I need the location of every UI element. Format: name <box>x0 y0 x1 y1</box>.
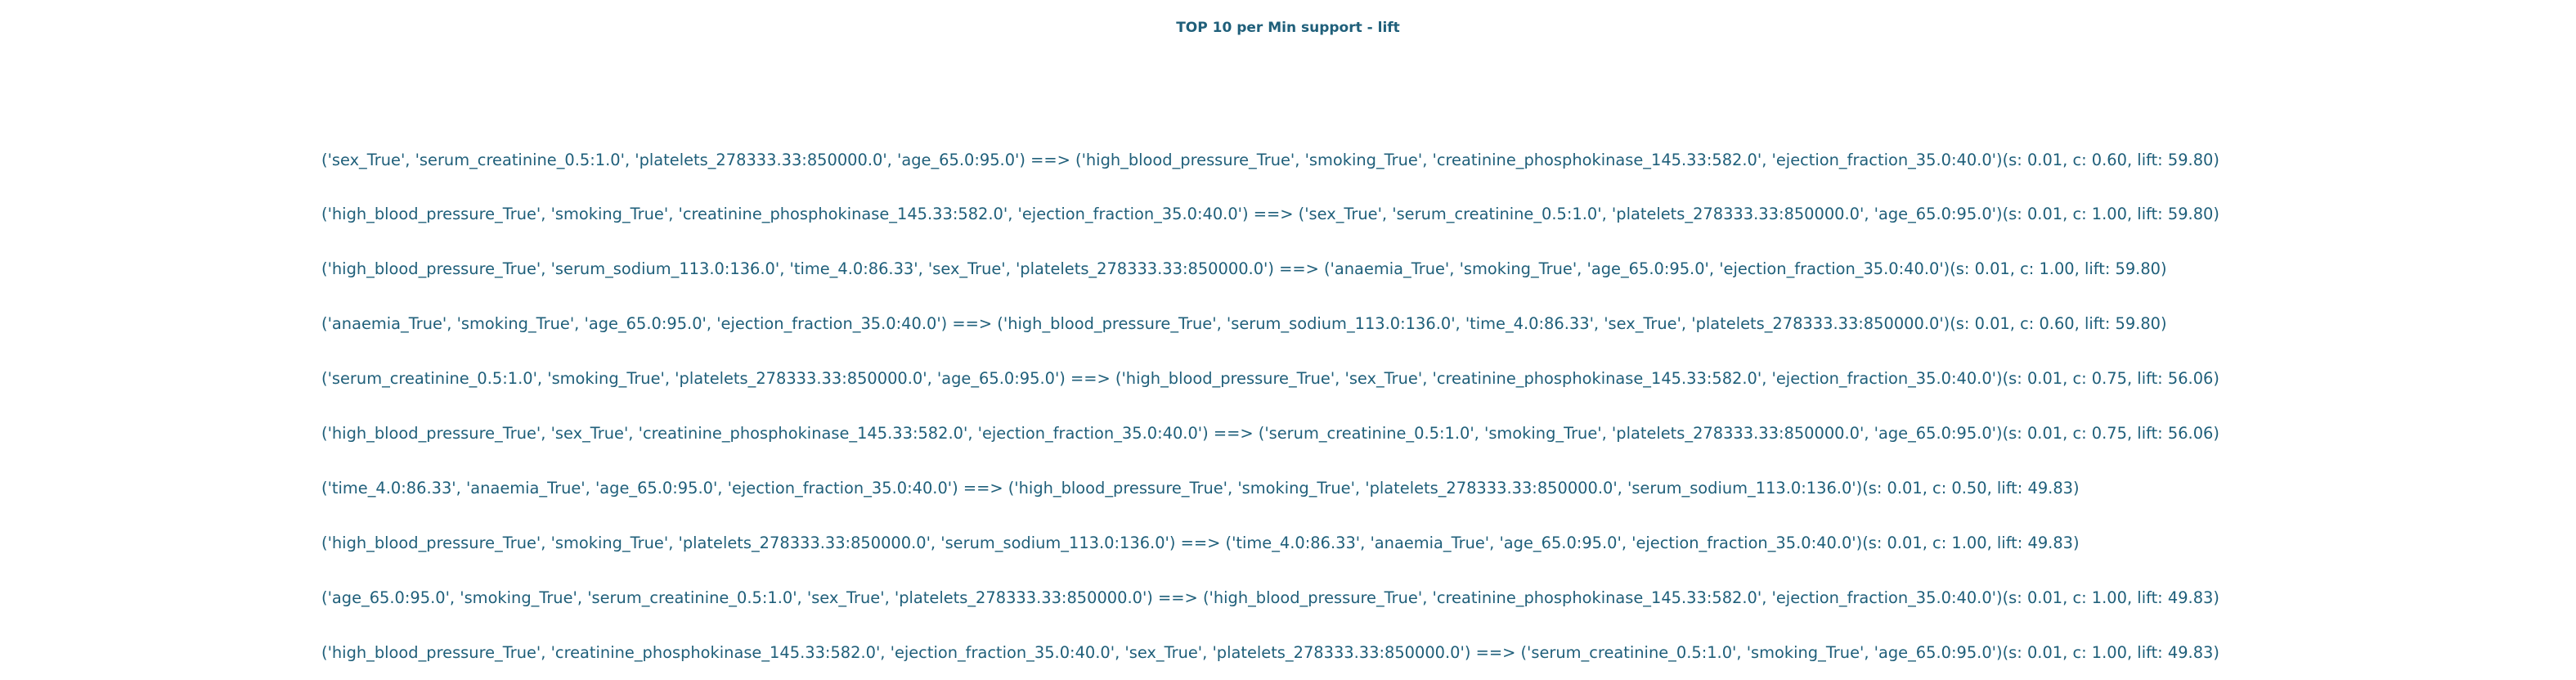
rule-line-7: ('time_4.0:86.33', 'anaemia_True', 'age_… <box>321 478 2080 498</box>
rule-line-9: ('age_65.0:95.0', 'smoking_True', 'serum… <box>321 588 2219 607</box>
rules-list: ('sex_True', 'serum_creatinine_0.5:1.0',… <box>321 115 2219 680</box>
rule-line-5: ('serum_creatinine_0.5:1.0', 'smoking_Tr… <box>321 369 2219 389</box>
rule-line-2: ('high_blood_pressure_True', 'smoking_Tr… <box>321 205 2219 224</box>
rule-line-6: ('high_blood_pressure_True', 'sex_True',… <box>321 424 2219 444</box>
rule-line-3: ('high_blood_pressure_True', 'serum_sodi… <box>321 259 2167 279</box>
rule-line-10: ('high_blood_pressure_True', 'creatinine… <box>321 642 2219 662</box>
page-title: TOP 10 per Min support - lift <box>1176 20 1400 36</box>
rule-line-8: ('high_blood_pressure_True', 'smoking_Tr… <box>321 533 2080 552</box>
rule-line-4: ('anaemia_True', 'smoking_True', 'age_65… <box>321 314 2167 334</box>
rule-line-1: ('sex_True', 'serum_creatinine_0.5:1.0',… <box>321 150 2219 169</box>
